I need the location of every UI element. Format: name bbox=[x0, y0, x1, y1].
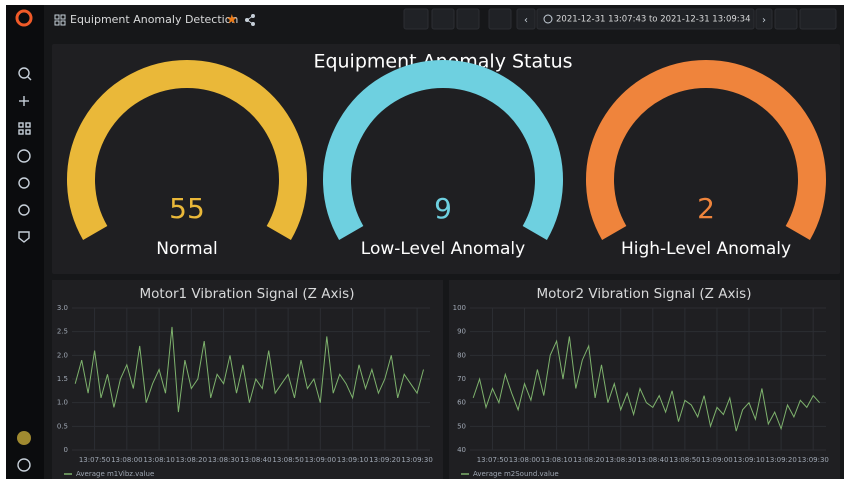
dashboard-icon bbox=[54, 14, 66, 26]
y-tick-label: 3.0 bbox=[57, 304, 68, 312]
gauge-label: Normal bbox=[156, 239, 218, 259]
x-tick-label: 13:08:30 bbox=[605, 456, 636, 464]
gauge-label: High-Level Anomaly bbox=[621, 239, 791, 259]
x-tick-label: 13:07:50 bbox=[79, 456, 110, 464]
legend-label: Average m1Vibz.value bbox=[76, 470, 154, 478]
y-tick-label: 90 bbox=[457, 328, 466, 336]
chart-title: Motor2 Vibration Signal (Z Axis) bbox=[537, 286, 752, 302]
clock-icon bbox=[543, 14, 553, 24]
y-tick-label: 2.0 bbox=[57, 351, 68, 359]
y-tick-label: 40 bbox=[457, 446, 466, 454]
x-tick-label: 13:09:10 bbox=[733, 456, 764, 464]
top-bar: Equipment Anomaly Detection ★ ‹ › 2021-1… bbox=[54, 8, 837, 30]
series-line bbox=[472, 336, 820, 432]
toolbar-buttons[interactable] bbox=[403, 8, 837, 30]
x-tick-label: 13:08:20 bbox=[176, 456, 207, 464]
x-tick-label: 13:09:00 bbox=[701, 456, 732, 464]
x-tick-label: 13:08:40 bbox=[240, 456, 271, 464]
x-tick-label: 13:09:30 bbox=[797, 456, 828, 464]
time-range[interactable]: 2021-12-31 13:07:43 to 2021-12-31 13:09:… bbox=[556, 15, 751, 25]
y-tick-label: 50 bbox=[457, 422, 466, 430]
x-tick-label: 13:08:10 bbox=[143, 456, 174, 464]
gauge-arc bbox=[323, 60, 563, 240]
prev-icon: ‹ bbox=[524, 15, 528, 26]
chart-title: Motor1 Vibration Signal (Z Axis) bbox=[140, 286, 355, 302]
x-tick-label: 13:08:40 bbox=[637, 456, 668, 464]
gauge-value: 9 bbox=[434, 192, 452, 225]
x-tick-label: 13:09:30 bbox=[401, 456, 432, 464]
dashboard-title[interactable]: Equipment Anomaly Detection bbox=[70, 13, 238, 26]
gauge-value: 2 bbox=[697, 192, 715, 225]
gauge-arc bbox=[586, 60, 826, 240]
x-tick-label: 13:08:50 bbox=[272, 456, 303, 464]
y-tick-label: 0 bbox=[64, 446, 68, 454]
x-tick-label: 13:08:30 bbox=[208, 456, 239, 464]
user-avatar[interactable] bbox=[17, 431, 31, 445]
gauge-value: 55 bbox=[169, 192, 205, 225]
x-tick-label: 13:09:10 bbox=[337, 456, 368, 464]
gauge-arc bbox=[67, 60, 307, 240]
x-tick-label: 13:07:50 bbox=[477, 456, 508, 464]
series-line bbox=[74, 326, 424, 413]
x-tick-label: 13:08:00 bbox=[509, 456, 540, 464]
x-tick-label: 13:08:50 bbox=[669, 456, 700, 464]
x-tick-label: 13:08:20 bbox=[573, 456, 604, 464]
x-tick-label: 13:09:00 bbox=[305, 456, 336, 464]
next-icon: › bbox=[762, 15, 766, 26]
sidebar-icons[interactable] bbox=[15, 9, 33, 472]
x-tick-label: 13:08:00 bbox=[111, 456, 142, 464]
y-tick-label: 1.0 bbox=[57, 399, 68, 407]
share-icon[interactable] bbox=[245, 14, 255, 26]
x-tick-label: 13:09:20 bbox=[369, 456, 400, 464]
y-tick-label: 80 bbox=[457, 351, 466, 359]
y-tick-label: 1.5 bbox=[57, 375, 68, 383]
y-tick-label: 0.5 bbox=[57, 422, 68, 430]
legend-label: Average m2Sound.value bbox=[473, 470, 559, 478]
star-icon[interactable]: ★ bbox=[226, 13, 238, 28]
x-tick-label: 13:09:20 bbox=[765, 456, 796, 464]
x-tick-label: 13:08:10 bbox=[541, 456, 572, 464]
y-tick-label: 70 bbox=[457, 375, 466, 383]
gauge-label: Low-Level Anomaly bbox=[361, 239, 525, 259]
y-tick-label: 100 bbox=[453, 304, 466, 312]
y-tick-label: 2.5 bbox=[57, 328, 68, 336]
y-tick-label: 60 bbox=[457, 399, 466, 407]
